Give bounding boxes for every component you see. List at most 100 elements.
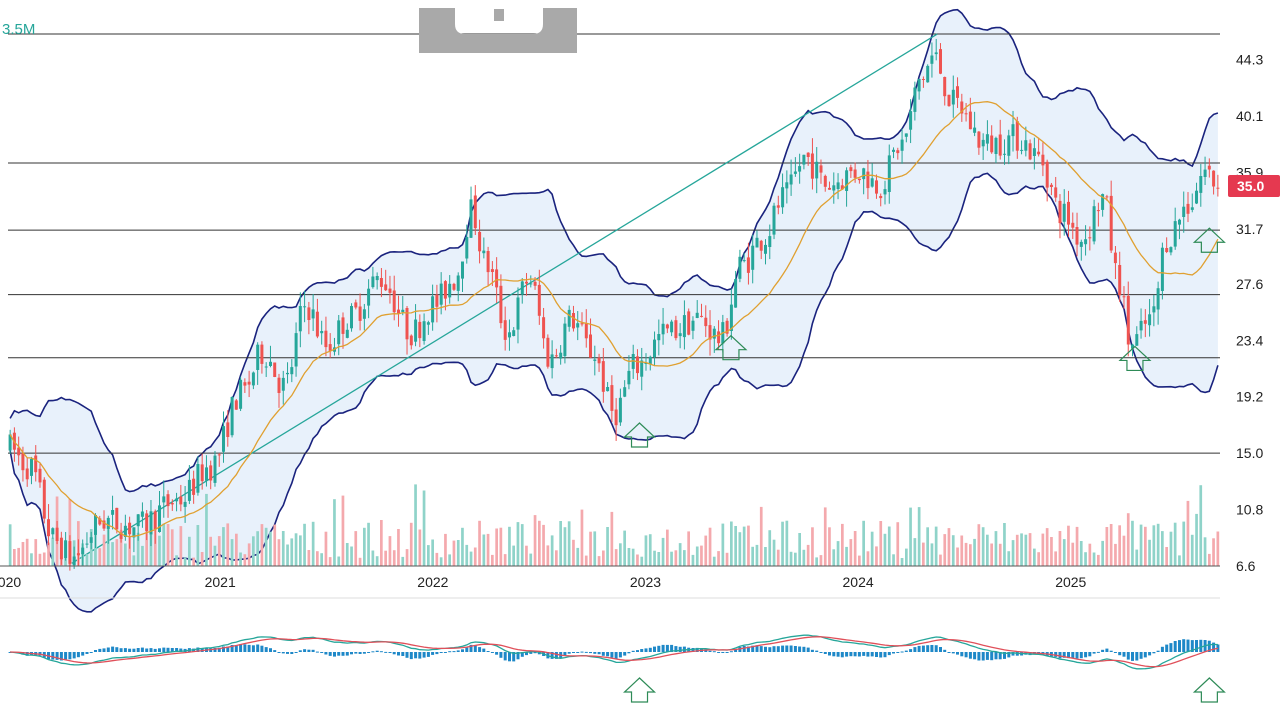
- candle-body: [862, 168, 866, 180]
- volume-bar: [47, 542, 50, 566]
- volume-bars: [8, 484, 1220, 566]
- candle-body: [94, 515, 97, 535]
- candle-body: [1011, 124, 1015, 137]
- macd-histogram-bar: [384, 651, 388, 653]
- volume-bar: [969, 544, 972, 566]
- macd-histogram-bar: [320, 652, 324, 653]
- toggle-tab-shape[interactable]: [419, 8, 577, 53]
- macd-histogram-bar: [1135, 652, 1139, 661]
- volume-bar: [619, 543, 622, 566]
- macd-histogram-bar: [243, 644, 247, 652]
- macd-histogram-bar: [742, 646, 746, 652]
- volume-bar: [252, 536, 255, 566]
- macd-histogram-bar: [640, 649, 644, 652]
- volume-bar: [119, 529, 123, 566]
- y-axis: 44.340.135.931.727.623.419.215.010.86.6: [1236, 52, 1263, 574]
- candle-body: [960, 101, 964, 114]
- volume-bar: [683, 550, 686, 566]
- candle-body: [414, 319, 418, 342]
- macd-histogram-bar: [362, 652, 366, 654]
- macd-histogram-bar: [840, 652, 844, 658]
- candle-body: [153, 511, 157, 529]
- candle-body: [277, 377, 281, 393]
- candle-body: [435, 294, 439, 307]
- candle-body: [1195, 190, 1198, 204]
- macd-histogram-bar: [537, 652, 541, 655]
- candle-body: [42, 479, 46, 519]
- candle-body: [490, 269, 494, 272]
- volume-bar: [380, 520, 383, 566]
- macd-histogram-bar: [554, 652, 558, 659]
- volume-bar: [789, 551, 793, 566]
- candle-body: [832, 185, 836, 191]
- macd-histogram-bar: [294, 652, 298, 653]
- volume-bar: [482, 534, 486, 566]
- volume-bar: [1020, 533, 1023, 566]
- candle-body: [742, 260, 746, 262]
- candle-body: [418, 321, 422, 339]
- volume-bar: [375, 556, 379, 566]
- macd-histogram-bar: [217, 647, 221, 652]
- macd-histogram-bar: [136, 648, 140, 652]
- macd-histogram-bar: [708, 650, 712, 652]
- candle-body: [883, 189, 887, 195]
- candle-body: [636, 356, 639, 374]
- volume-bar: [1208, 553, 1211, 566]
- volume-bar: [333, 499, 336, 566]
- volume-bar: [597, 556, 601, 566]
- macd-histogram-bar: [781, 645, 785, 652]
- macd-histogram-bar: [345, 652, 349, 656]
- macd-histogram-bar: [985, 652, 989, 660]
- candle-body: [597, 357, 601, 364]
- macd-histogram-bar: [461, 649, 464, 652]
- candle-body: [1169, 247, 1173, 253]
- volume-bar: [495, 528, 498, 566]
- volume-bar: [1097, 554, 1100, 566]
- candle-body: [1084, 239, 1088, 245]
- volume-bar: [444, 533, 447, 566]
- macd-histogram-bar: [909, 649, 913, 652]
- candle-body: [550, 354, 554, 369]
- candle-body: [1041, 154, 1045, 166]
- candle-body: [1071, 222, 1075, 228]
- volume-bar: [512, 545, 515, 566]
- volume-bar: [529, 553, 533, 566]
- macd-histogram-bar: [55, 652, 59, 660]
- candle-body: [1101, 194, 1105, 210]
- volume-bar: [589, 531, 592, 566]
- volume-bar: [205, 493, 208, 566]
- volume-bar: [260, 524, 264, 566]
- macd-histogram-bar: [1122, 652, 1126, 657]
- candle-body: [1148, 314, 1152, 326]
- volume-bar: [1045, 528, 1049, 566]
- macd-histogram-bar: [478, 647, 482, 652]
- candle-body: [691, 320, 695, 331]
- candle-body: [627, 370, 631, 385]
- volume-bar: [196, 525, 200, 566]
- volume-bar: [418, 529, 422, 566]
- volume-bar: [836, 541, 840, 566]
- macd-histogram-bar: [277, 652, 281, 653]
- candle-body: [59, 537, 63, 560]
- volume-bar: [106, 526, 110, 566]
- candle-body: [264, 366, 268, 368]
- volume-bar: [734, 526, 737, 566]
- candle-body: [687, 311, 691, 335]
- candle-body: [81, 547, 85, 555]
- candle-body: [401, 309, 405, 313]
- volume-bar: [648, 534, 652, 566]
- macd-histogram-bar: [486, 651, 490, 652]
- macd-histogram-bar: [802, 646, 806, 652]
- macd-histogram-bar: [1148, 652, 1152, 656]
- volume-bar: [939, 554, 942, 566]
- candle-body: [909, 111, 913, 130]
- macd-histogram-bar: [247, 644, 251, 652]
- candle-body: [640, 360, 644, 377]
- macd-histogram-bar: [1113, 652, 1117, 653]
- candle-body: [76, 553, 80, 556]
- toggle-tab[interactable]: [419, 8, 577, 53]
- candle-body: [187, 479, 191, 501]
- candle-body: [704, 317, 708, 327]
- candle-body: [614, 409, 618, 426]
- volume-bar: [299, 535, 302, 566]
